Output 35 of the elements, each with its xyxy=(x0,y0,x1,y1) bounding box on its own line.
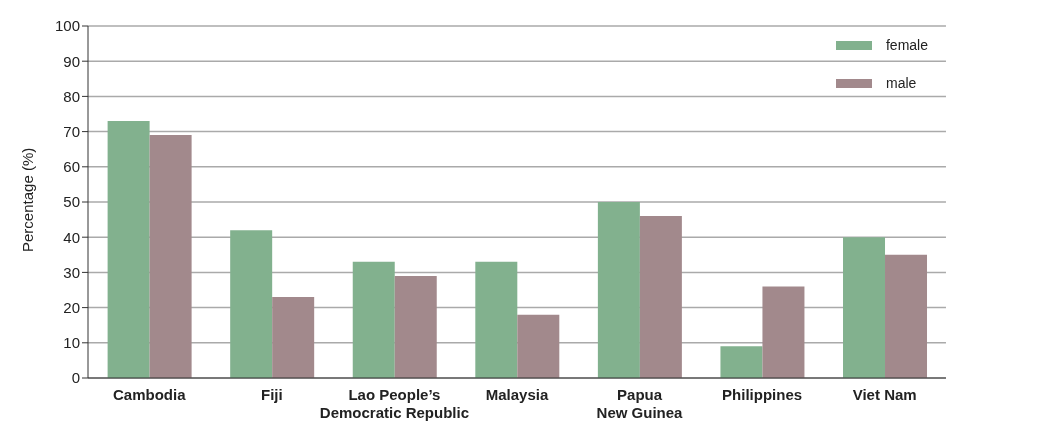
bar xyxy=(843,237,886,378)
y-tick-label: 80 xyxy=(63,87,80,105)
bar xyxy=(885,254,928,378)
bar xyxy=(352,261,395,378)
y-tick-label: 70 xyxy=(63,122,80,140)
bar xyxy=(107,121,150,378)
x-tick-label: Philippines xyxy=(722,386,803,403)
legend-label: female xyxy=(885,37,928,53)
bar xyxy=(475,261,518,378)
y-tick-label: 100 xyxy=(54,17,80,35)
x-tick-label: Fiji xyxy=(261,386,283,403)
bar xyxy=(149,135,192,378)
y-tick-label: 50 xyxy=(63,193,80,211)
y-tick-label: 30 xyxy=(63,263,80,281)
x-tick-label: Cambodia xyxy=(113,386,187,403)
x-tick-label: Viet Nam xyxy=(852,386,917,403)
y-tick-label: 60 xyxy=(63,158,80,176)
bar xyxy=(230,230,273,378)
y-axis-title: Percentage (%) xyxy=(19,147,37,252)
x-tick-label: Malaysia xyxy=(485,386,549,403)
bar xyxy=(639,216,682,378)
y-tick-label: 20 xyxy=(63,298,80,316)
x-tick-label: Lao People’s Democratic Republic xyxy=(319,386,470,421)
legend-label: male xyxy=(885,75,917,91)
y-tick-label: 40 xyxy=(63,228,80,246)
bar xyxy=(272,297,315,378)
bar xyxy=(720,346,763,378)
bar xyxy=(762,286,805,378)
bar xyxy=(597,202,640,378)
y-tick-label: 10 xyxy=(63,334,80,352)
y-tick-label: 0 xyxy=(71,369,80,387)
y-tick-label: 90 xyxy=(63,52,80,70)
bar xyxy=(394,275,437,378)
bar xyxy=(517,314,560,378)
x-tick-label: Papua New Guinea xyxy=(596,386,684,421)
